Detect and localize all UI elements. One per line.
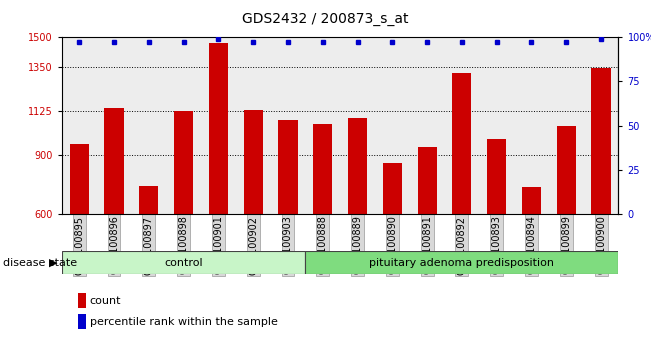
Bar xyxy=(348,118,367,214)
Bar xyxy=(479,37,514,214)
Bar xyxy=(243,110,263,214)
Bar xyxy=(305,251,618,274)
Text: percentile rank within the sample: percentile rank within the sample xyxy=(90,317,278,327)
Bar xyxy=(209,43,228,214)
Bar xyxy=(166,37,201,214)
Text: GDS2432 / 200873_s_at: GDS2432 / 200873_s_at xyxy=(242,12,409,27)
Bar xyxy=(549,37,584,214)
Text: ▶: ▶ xyxy=(49,258,57,268)
Bar xyxy=(445,37,479,214)
Bar xyxy=(62,251,305,274)
Text: pituitary adenoma predisposition: pituitary adenoma predisposition xyxy=(369,258,555,268)
Text: control: control xyxy=(164,258,203,268)
Bar xyxy=(132,37,166,214)
Bar xyxy=(340,37,375,214)
Bar xyxy=(522,187,541,214)
Bar xyxy=(452,73,471,214)
Bar xyxy=(375,37,409,214)
Bar xyxy=(70,144,89,214)
Bar xyxy=(271,37,305,214)
Bar xyxy=(305,37,340,214)
Bar xyxy=(592,68,611,214)
Bar xyxy=(62,37,96,214)
Bar xyxy=(383,163,402,214)
Bar xyxy=(313,124,332,214)
Bar xyxy=(417,147,437,214)
Bar xyxy=(557,126,576,214)
Text: disease state: disease state xyxy=(3,258,77,268)
Bar xyxy=(279,120,298,214)
Bar xyxy=(174,111,193,214)
Bar xyxy=(584,37,618,214)
Bar xyxy=(514,37,549,214)
Bar xyxy=(409,37,445,214)
Bar xyxy=(139,185,158,214)
Bar xyxy=(236,37,271,214)
Text: count: count xyxy=(90,296,121,306)
Bar xyxy=(487,139,506,214)
Bar xyxy=(104,108,124,214)
Bar xyxy=(96,37,132,214)
Bar xyxy=(201,37,236,214)
